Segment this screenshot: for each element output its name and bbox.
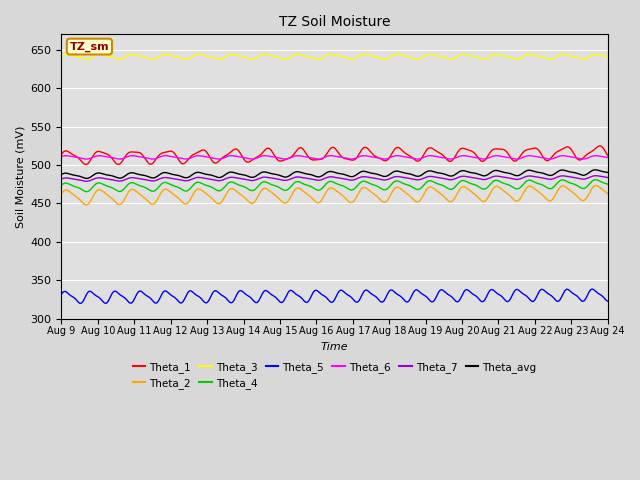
Theta_4 <box>588 178 596 184</box>
Theta_1 <box>604 153 612 158</box>
Theta_2 <box>488 188 496 193</box>
Theta_3 <box>323 52 331 58</box>
Theta_5 <box>309 290 317 296</box>
Theta_4 <box>323 180 331 186</box>
Theta_2 <box>323 187 331 193</box>
Theta_6 <box>58 154 65 159</box>
Theta_avg <box>588 168 596 173</box>
Theta_avg <box>323 169 331 175</box>
Y-axis label: Soil Moisture (mV): Soil Moisture (mV) <box>15 125 25 228</box>
Theta_7 <box>588 173 596 179</box>
Theta_1 <box>588 148 596 154</box>
Theta_3 <box>589 52 596 58</box>
Theta_6 <box>488 154 496 159</box>
Theta_6 <box>393 153 401 158</box>
Theta_5 <box>604 298 612 304</box>
Theta_3 <box>308 55 316 60</box>
Theta_4 <box>83 189 90 194</box>
Theta_5 <box>86 288 93 294</box>
Theta_2 <box>588 185 596 191</box>
Theta_7 <box>488 174 496 180</box>
Theta_4 <box>591 177 599 182</box>
Theta_6 <box>413 156 421 162</box>
Theta_1 <box>58 152 65 157</box>
Line: Theta_3: Theta_3 <box>61 54 608 60</box>
Theta_7 <box>83 179 90 184</box>
Theta_1 <box>86 159 93 165</box>
Theta_2 <box>592 183 600 189</box>
Theta_6 <box>604 155 612 160</box>
Theta_3 <box>588 52 596 58</box>
Line: Theta_7: Theta_7 <box>61 176 608 181</box>
Theta_avg <box>58 172 65 178</box>
Theta_2 <box>309 196 317 202</box>
Theta_2 <box>86 200 93 205</box>
Theta_5 <box>588 286 596 292</box>
Theta_3 <box>86 56 93 62</box>
Theta_5 <box>323 296 331 301</box>
Theta_5 <box>589 286 596 292</box>
Theta_6 <box>86 156 93 162</box>
Theta_1 <box>488 147 496 153</box>
Line: Theta_5: Theta_5 <box>61 289 608 303</box>
Theta_5 <box>77 300 84 306</box>
Theta_1 <box>323 150 331 156</box>
Theta_2 <box>58 191 65 197</box>
Theta_4 <box>588 179 596 184</box>
Theta_5 <box>488 287 496 292</box>
Line: Theta_avg: Theta_avg <box>61 170 608 179</box>
Theta_avg <box>488 169 496 175</box>
Theta_2 <box>83 202 90 208</box>
Theta_1 <box>309 157 317 163</box>
Theta_7 <box>309 177 317 182</box>
Theta_4 <box>86 188 93 193</box>
Theta_4 <box>604 181 612 187</box>
Line: Theta_4: Theta_4 <box>61 180 608 192</box>
Theta_5 <box>58 292 65 298</box>
Theta_avg <box>83 176 90 181</box>
Theta_avg <box>588 168 596 174</box>
Theta_3 <box>414 57 422 62</box>
Theta_1 <box>588 148 596 154</box>
Theta_3 <box>58 52 65 58</box>
Theta_6 <box>589 153 596 159</box>
Theta_avg <box>604 169 612 175</box>
Theta_avg <box>86 175 93 180</box>
Line: Theta_6: Theta_6 <box>61 156 608 159</box>
Theta_5 <box>588 286 596 292</box>
Theta_6 <box>588 154 596 159</box>
Line: Theta_1: Theta_1 <box>61 146 608 165</box>
Theta_4 <box>58 182 65 188</box>
Theta_7 <box>58 176 65 182</box>
Theta_4 <box>488 180 496 185</box>
Text: TZ_sm: TZ_sm <box>70 41 109 52</box>
Line: Theta_2: Theta_2 <box>61 186 608 205</box>
Theta_6 <box>308 155 316 161</box>
Title: TZ Soil Moisture: TZ Soil Moisture <box>279 15 390 29</box>
Theta_2 <box>604 191 612 196</box>
Theta_1 <box>596 143 604 149</box>
Theta_7 <box>588 173 596 179</box>
Theta_2 <box>588 186 596 192</box>
Theta_4 <box>309 185 317 191</box>
Theta_6 <box>323 154 331 159</box>
Theta_3 <box>488 52 496 58</box>
Theta_1 <box>115 162 122 168</box>
Theta_7 <box>86 178 93 184</box>
Theta_7 <box>604 175 612 180</box>
Theta_avg <box>309 172 317 178</box>
X-axis label: Time: Time <box>321 342 348 352</box>
Theta_avg <box>591 167 599 173</box>
Theta_7 <box>592 173 600 179</box>
Legend: Theta_1, Theta_2, Theta_3, Theta_4, Theta_5, Theta_6, Theta_7, Theta_avg: Theta_1, Theta_2, Theta_3, Theta_4, Thet… <box>129 358 541 393</box>
Theta_3 <box>604 54 612 60</box>
Theta_3 <box>492 51 500 57</box>
Theta_7 <box>323 175 331 180</box>
